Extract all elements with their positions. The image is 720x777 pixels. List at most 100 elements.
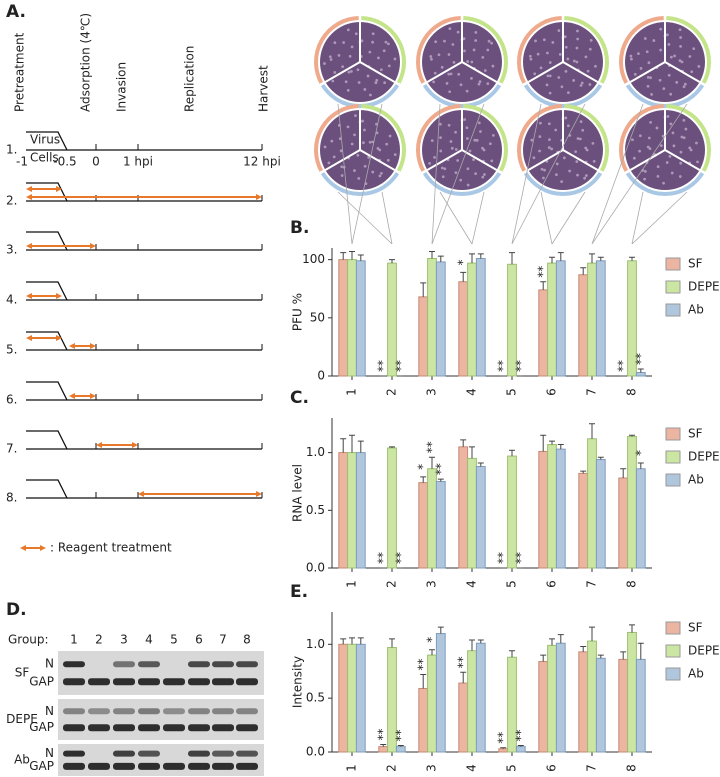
error-bar [517,745,524,747]
x-tick-label: 7 [585,764,599,772]
error-bar [549,638,555,646]
plaque [340,174,344,177]
plaque [371,40,375,44]
plaque [474,172,478,176]
plaque [477,82,481,86]
legend-swatch [665,280,681,294]
plaque [486,82,490,86]
plaque [454,130,457,134]
plaque [465,137,469,140]
band-n [113,708,135,715]
plaque [678,59,682,63]
significance: ** [393,360,407,372]
bar [475,465,486,569]
error-bar [340,252,347,260]
phase-label: Adsorption (4℃) [79,13,93,112]
plaque [567,91,570,95]
plaque [472,48,476,52]
plaque [646,84,650,88]
plaque [662,181,665,185]
plate-divider [562,149,599,171]
x-tick-label: 4 [465,388,479,396]
bar [347,259,357,377]
plaque [564,70,568,73]
plaque [466,183,470,187]
plaque [638,149,641,153]
plaque [350,69,353,73]
x-tick-label: 1 [345,764,359,772]
blot-image [58,699,264,740]
plaque [331,79,335,83]
y-axis-title: RNA level [291,464,305,522]
plaque [330,139,334,143]
plaque [558,53,562,56]
panel-label: B. [290,218,309,238]
plaque [630,57,633,61]
plaque [333,41,337,45]
plaque [548,138,551,142]
plaque [647,61,651,65]
plate-ring [619,16,664,84]
plate-divider [359,149,396,171]
plaque [433,71,437,75]
plaque [449,72,453,76]
plaque [342,41,346,44]
error-bar [580,645,587,652]
x-tick-label: 3 [425,764,439,772]
bar [587,438,597,569]
plaque [655,126,659,130]
bar [538,450,549,569]
plaque [665,161,669,164]
virus-label: Virus [30,133,60,147]
bar [427,654,437,753]
plaque [473,138,477,142]
band-n [88,708,110,715]
plaque [363,88,367,91]
plaque [333,71,337,74]
plaque [340,165,344,169]
plaque [581,128,585,132]
plaque [457,72,461,76]
band-n [236,750,258,757]
group-label: Group: [8,633,49,647]
legend-swatch [665,667,681,681]
significance: ** [393,552,407,564]
plaque [371,32,375,36]
y-tick-label: 0.5 [306,503,325,517]
error-bar [637,368,644,373]
connector [511,103,586,245]
blot-row-label: DEPE [6,712,38,726]
plaque [338,137,342,141]
error-bar [349,637,355,645]
plaque [347,70,351,74]
plate-divider [664,149,701,171]
plaque [477,121,481,125]
plaque [572,59,576,63]
band-gap [113,762,135,770]
error-bar [580,470,587,474]
plaque [323,62,326,65]
bar [458,446,469,569]
connector [337,103,383,245]
bar [595,657,606,753]
legend-label: SF [688,621,703,635]
bar [507,455,517,569]
plaque [545,83,549,87]
band-gap [163,678,185,686]
plaque [665,33,669,37]
bar [547,644,557,753]
plate-ring [523,172,603,196]
connector [439,191,485,245]
band-gap [138,678,160,686]
plaque [483,69,487,72]
bar [347,452,357,569]
plaque [563,35,567,39]
error-bar [500,747,507,749]
plaque [463,118,467,121]
plaque [656,165,660,169]
legend-swatch [665,621,681,635]
significance: * [633,450,647,456]
band-n [188,661,210,668]
plaque [673,54,677,58]
plaque [486,48,490,52]
